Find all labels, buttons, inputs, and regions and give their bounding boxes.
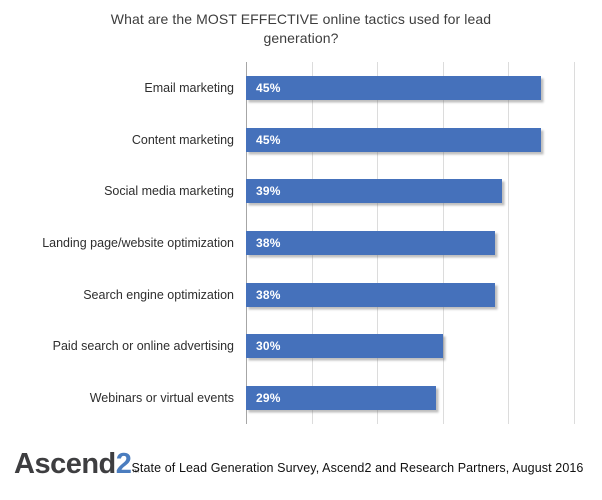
gridline-50 [574, 62, 575, 424]
bar-row: 30% [246, 321, 574, 373]
category-label: Webinars or virtual events [89, 391, 234, 406]
bar: 39% [246, 179, 502, 204]
category-label: Social media marketing [104, 184, 234, 199]
bar-row: 39% [246, 165, 574, 217]
data-label: 39% [256, 184, 281, 199]
source-attribution: State of Lead Generation Survey, Ascend2… [131, 461, 584, 475]
bar: 38% [246, 230, 496, 255]
gridline-40 [508, 62, 510, 424]
bar-row: 38% [246, 269, 574, 321]
bar: 45% [246, 75, 542, 100]
category-label: Content marketing [131, 132, 234, 147]
data-label: 30% [256, 339, 281, 354]
bar: 38% [246, 282, 496, 307]
category-label: Paid search or online advertising [52, 339, 234, 354]
category-label: Landing page/website optimization [42, 235, 234, 250]
category-label: Search engine optimization [83, 287, 234, 302]
bar-row: 29% [246, 372, 574, 424]
bar-row: 38% [246, 217, 574, 269]
chart-title: What are the MOST EFFECTIVE online tacti… [110, 11, 492, 46]
logo-text-accent: 2 [115, 448, 132, 480]
category-label: Email marketing [144, 80, 234, 95]
bar-series: 45% 45% 39% 38% 38% 30% 29% [246, 62, 574, 424]
data-label: 38% [256, 287, 281, 302]
trademark-symbol: ™ [131, 468, 139, 477]
bar: 29% [246, 386, 437, 411]
category-axis-labels: Email marketing Content marketing Social m… [0, 62, 234, 424]
data-label: 38% [256, 235, 281, 250]
ascend2-logo: Ascend2™ [14, 448, 139, 481]
bar: 45% [246, 127, 542, 152]
bar: 30% [246, 334, 443, 359]
plot-area: 45% 45% 39% 38% 38% 30% 29% [246, 62, 575, 424]
bar-row: 45% [246, 114, 574, 166]
bar-row: 45% [246, 62, 574, 114]
data-label: 45% [256, 132, 281, 147]
logo-text-main: Ascend [14, 448, 116, 480]
data-label: 45% [256, 80, 281, 95]
data-label: 29% [256, 391, 281, 406]
